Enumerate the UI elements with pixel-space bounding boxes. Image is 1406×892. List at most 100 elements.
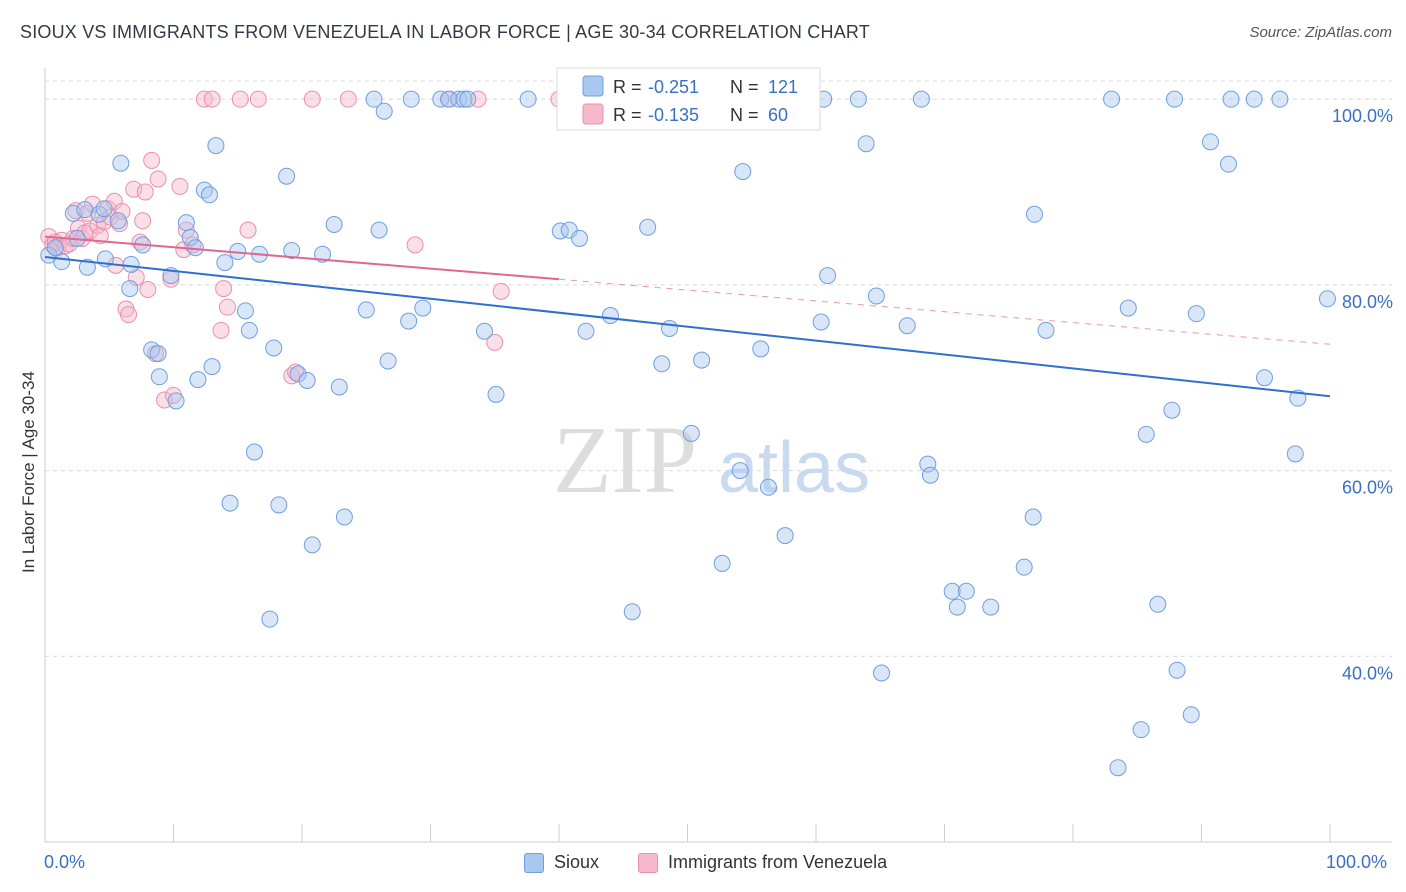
sioux-point: [195, 181, 213, 199]
sioux-point: [1166, 90, 1184, 108]
sioux-point: [551, 222, 569, 240]
sioux-point: [1201, 133, 1219, 151]
sioux-point: [357, 301, 375, 319]
sioux-point: [265, 339, 283, 357]
bottom-legend-item-venezuela: Immigrants from Venezuela: [638, 852, 887, 873]
sioux-point: [370, 221, 388, 239]
sioux-point: [867, 287, 885, 305]
sioux-point: [812, 313, 830, 331]
sioux-point: [181, 229, 199, 246]
venezuela-point: [149, 170, 167, 188]
sioux-point: [112, 154, 130, 172]
venezuela-points: [40, 90, 568, 409]
venezuela-point: [492, 282, 510, 300]
sioux-point: [261, 610, 279, 628]
sioux-point: [898, 317, 916, 335]
venezuela-point: [91, 227, 109, 245]
sioux-point: [375, 102, 393, 120]
sioux-point: [948, 598, 966, 616]
sioux-point: [519, 90, 537, 108]
axes: [44, 68, 1392, 843]
sioux-point: [200, 186, 218, 204]
sioux-point: [1015, 558, 1033, 576]
sioux-points: [40, 90, 1336, 777]
source-label: Source: ZipAtlas.com: [1249, 24, 1392, 41]
sioux-point: [1137, 425, 1155, 443]
sioux-point: [759, 478, 777, 496]
sioux-point: [623, 603, 641, 621]
sioux-point: [1163, 401, 1181, 419]
sioux-point: [921, 466, 939, 484]
sioux-point: [439, 90, 457, 108]
sioux-point: [150, 368, 168, 386]
sioux-point: [1168, 661, 1186, 679]
venezuela-point: [212, 321, 230, 339]
sioux-point: [303, 536, 321, 554]
sioux-point: [216, 254, 234, 272]
venezuela-trend-extension: [558, 278, 1331, 345]
venezuela-point: [136, 183, 154, 201]
sioux-point: [221, 494, 239, 512]
sioux-point: [693, 351, 711, 369]
sioux-point: [1119, 299, 1137, 317]
sioux-point: [819, 267, 837, 285]
sioux-point: [207, 137, 225, 155]
sioux-point: [203, 358, 221, 376]
sioux-point: [919, 455, 937, 473]
sioux-point: [289, 365, 307, 383]
sioux-point: [379, 352, 397, 370]
legend-r-value-sioux: -0.251: [648, 77, 699, 97]
bottom-legend: Sioux Immigrants from Venezuela: [0, 850, 1406, 880]
sioux-point: [325, 216, 343, 233]
legend-swatch-sioux: [582, 75, 604, 97]
sioux-point: [1222, 90, 1240, 108]
y-tick-label-40: 40.0%: [1342, 663, 1393, 683]
sioux-point: [731, 462, 749, 480]
sioux-point: [189, 371, 207, 389]
venezuela-point: [486, 333, 504, 351]
sioux-point: [957, 582, 975, 600]
venezuela-point: [139, 281, 157, 298]
venezuela-point: [143, 151, 161, 169]
legend-r-label-sioux: R =: [613, 77, 642, 97]
bottom-legend-swatch-sioux: [524, 852, 544, 873]
sioux-point: [270, 496, 288, 514]
sioux-point: [571, 229, 589, 247]
sioux-point: [46, 239, 64, 257]
venezuela-point: [120, 306, 138, 324]
legend-n-label-venezuela: N =: [730, 105, 759, 125]
sioux-point: [682, 424, 700, 442]
sioux-point: [459, 90, 477, 108]
sioux-point: [109, 212, 127, 230]
sioux-point: [121, 280, 139, 298]
y-tick-label-80: 80.0%: [1342, 292, 1393, 312]
venezuela-point: [131, 233, 149, 251]
sioux-point: [1037, 321, 1055, 339]
venezuela-point: [215, 280, 233, 298]
legend-r-label-venezuela: R =: [613, 105, 642, 125]
sioux-point: [177, 214, 195, 232]
sioux-point: [639, 218, 657, 236]
venezuela-point: [113, 203, 131, 220]
sioux-point: [653, 355, 671, 373]
venezuela-point: [303, 90, 321, 108]
venezuela-point: [231, 90, 249, 108]
sioux-point: [1318, 290, 1336, 308]
sioux-point: [857, 135, 875, 153]
sioux-point: [943, 582, 961, 600]
sioux-point: [1025, 205, 1043, 223]
sioux-point: [912, 90, 930, 108]
y-tick-label-100: 100.0%: [1332, 106, 1393, 126]
sioux-point: [1271, 90, 1289, 108]
sioux-point: [283, 242, 301, 259]
sioux-point: [1245, 90, 1263, 108]
sioux-point: [1103, 90, 1121, 108]
sioux-point: [402, 90, 420, 108]
sioux-point: [240, 321, 258, 339]
bottom-legend-label-sioux: Sioux: [554, 852, 600, 872]
sioux-point: [873, 664, 891, 682]
sioux-point: [776, 527, 794, 545]
sioux-point: [335, 508, 353, 526]
legend-n-value-venezuela: 60: [768, 105, 788, 125]
